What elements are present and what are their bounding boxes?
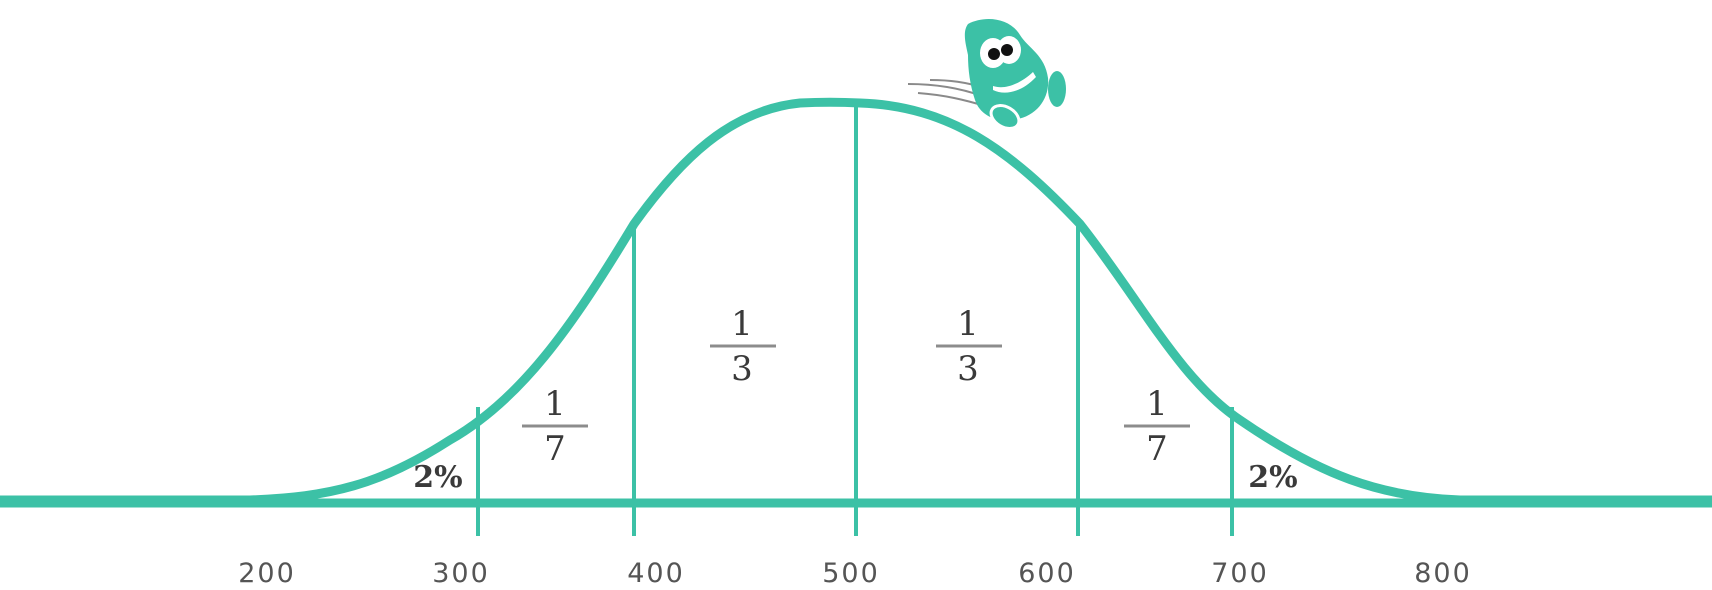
tick-label-400: 400	[627, 558, 685, 589]
fraction-numerator: 1	[1146, 384, 1168, 424]
fraction-numerator: 1	[544, 384, 566, 424]
right-tail-label: 2%	[1248, 460, 1297, 495]
fraction-numerator: 1	[731, 304, 753, 344]
fraction-denominator: 3	[731, 349, 753, 389]
tick-label-800: 800	[1414, 558, 1472, 589]
tick-label-600: 600	[1018, 558, 1076, 589]
right-band-fraction: 1 7	[1124, 384, 1190, 469]
left-tail-label: 2%	[413, 460, 462, 495]
tick-label-300: 300	[432, 558, 490, 589]
left-band-fraction: 1 7	[522, 384, 588, 469]
green-blob-mascot-icon	[907, 19, 1066, 130]
right-center-fraction: 1 3	[936, 304, 1002, 389]
tick-label-700: 700	[1211, 558, 1269, 589]
tick-label-200: 200	[238, 558, 296, 589]
tick-label-500: 500	[822, 558, 880, 589]
fraction-denominator: 7	[544, 429, 566, 469]
bell-curve	[0, 97, 1712, 505]
fraction-denominator: 3	[957, 349, 979, 389]
fraction-denominator: 7	[1146, 429, 1168, 469]
x-axis-tick-labels: 200 300 400 500 600 700 800	[238, 558, 1472, 589]
fraction-numerator: 1	[957, 304, 979, 344]
left-center-fraction: 1 3	[710, 304, 776, 389]
